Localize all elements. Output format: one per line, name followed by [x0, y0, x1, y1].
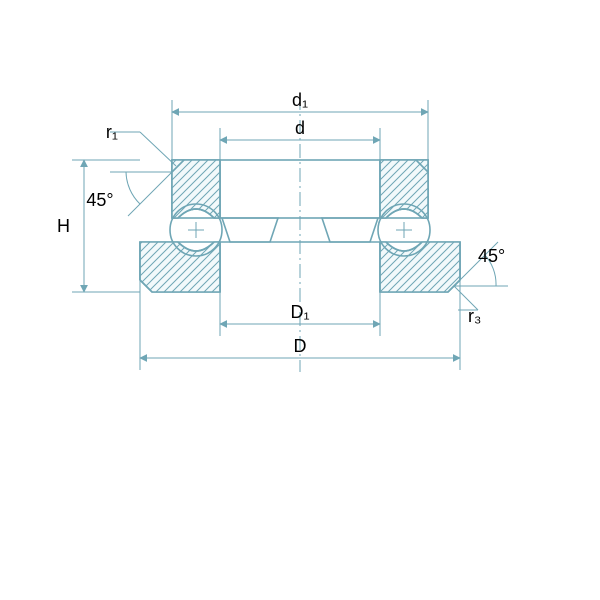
label-d: d [295, 118, 305, 138]
label-D: D [294, 336, 307, 356]
label-D1: D₁ [290, 302, 309, 322]
label-d1: d₁ [292, 90, 308, 110]
bearing-diagram: d₁ d D₁ D H r₁ 45° 45° r₃ [0, 0, 600, 600]
label-r1: r₁ [106, 122, 118, 142]
label-r3: r₃ [468, 306, 481, 326]
label-45l: 45° [86, 190, 113, 210]
cage-right [322, 218, 378, 242]
labels: d₁ d D₁ D H r₁ 45° 45° r₃ [57, 90, 505, 356]
dimensions [72, 100, 508, 370]
label-45r: 45° [478, 246, 505, 266]
cage-left [222, 218, 278, 242]
label-H: H [57, 216, 70, 236]
